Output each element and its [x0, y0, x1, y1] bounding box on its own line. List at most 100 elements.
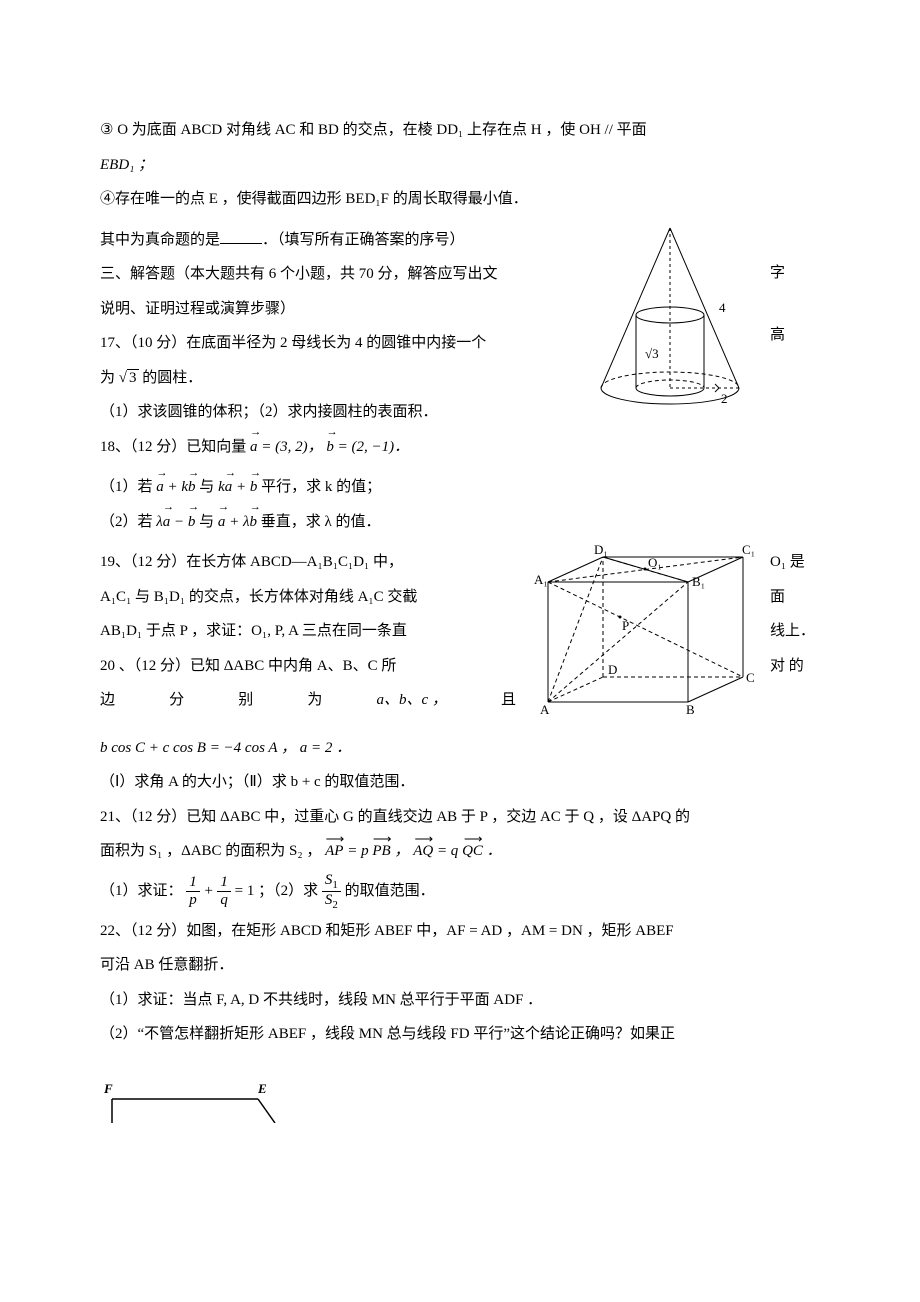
- q19-l3: AB₁D₁ 于点 P ，求证：O₁, P, A 三点在同一条直: [100, 617, 516, 646]
- cuboid-block: 19、（12 分）在长方体 ABCD—A₁B₁C₁D₁ 中， A₁C₁ 与 B₁…: [100, 542, 820, 728]
- q17-line2-post: 的圆柱．: [142, 370, 202, 386]
- lbl-B1: B₁: [692, 574, 705, 589]
- q20-l2e: a、b、c ，: [376, 686, 446, 715]
- cone-svg: 4 √3 2: [583, 220, 758, 415]
- q18-eq1: = (3, 2)，: [258, 439, 323, 455]
- vec-AQ: AQ: [413, 837, 433, 866]
- section-3-cont: 说明、证明过程或演算步骤）: [100, 295, 571, 324]
- true-prop-suffix: ．（填写所有正确答案的序号）: [262, 232, 465, 248]
- sqrt-3: √3: [119, 369, 139, 386]
- q18-sub1: （1）若 a + kb 与 ka + b 平行，求 k 的值；: [100, 473, 820, 502]
- q18-2-mid: 垂直，求 λ 的值．: [257, 514, 381, 530]
- q19-l2-tail: 面: [770, 583, 820, 612]
- q19-l1-tail: O₁ 是: [770, 548, 820, 577]
- cone-text-col: 其中为真命题的是 ．（填写所有正确答案的序号） 三、解答题（本大题共有 6 个小题…: [100, 220, 571, 468]
- q20-l2d: 为: [307, 686, 322, 715]
- statement-3: ③ O 为底面 ABCD 对角线 AC 和 BD 的交点，在棱 DD₁ 上存在点…: [100, 116, 820, 145]
- vec-a-3: a: [163, 508, 171, 537]
- vec-AP: AP: [325, 837, 343, 866]
- section-3-tail: 字: [770, 259, 820, 288]
- lbl-C: C: [746, 670, 755, 685]
- tail-spacer-2: [770, 293, 820, 315]
- q21-sub-pre: （1）求证：: [100, 883, 183, 899]
- vec-a-2: a: [225, 473, 233, 502]
- q18-sub2: （2）若 λa − b 与 a + λb 垂直，求 λ 的值．: [100, 508, 820, 537]
- sqrt-3-radicand: 3: [127, 369, 139, 386]
- q20-l1: 20 、（12 分）已知 ΔABC 中内角 A、B、C 所: [100, 652, 516, 681]
- q22-l1: 22、（12 分）如图，在矩形 ABCD 和矩形 ABEF 中，AF = AD …: [100, 917, 820, 946]
- fill-in-blank[interactable]: [220, 228, 262, 244]
- q18-eq2: = (2, −1)．: [334, 439, 409, 455]
- fig22-F: F: [103, 1081, 113, 1096]
- q20-l2f: 且: [501, 686, 516, 715]
- frac-1-q: 1q: [217, 874, 231, 908]
- q20-l1-tail: 对 的: [770, 652, 820, 681]
- statement-4-text: ④存在唯一的点 E ，使得截面四边形 BED₁F 的周长取得最小值．: [100, 191, 528, 207]
- vec-b-4: b: [250, 508, 258, 537]
- statement-4: ④存在唯一的点 E ，使得截面四边形 BED₁F 的周长取得最小值．: [100, 185, 820, 214]
- q17-sub: （1）求该圆锥的体积；（2）求内接圆柱的表面积．: [100, 398, 571, 427]
- fig22-E: E: [257, 1081, 267, 1096]
- q19-l2: A₁C₁ 与 B₁D₁ 的交点，长方体体对角线 A₁C 交截: [100, 583, 516, 612]
- q17-tail: 高: [770, 321, 820, 350]
- q22-s1: （1）求证：当点 F, A, D 不共线时，线段 MN 总平行于平面 ADF ．: [100, 986, 820, 1015]
- q20-sub: （Ⅰ）求角 A 的大小；（Ⅱ）求 b + c 的取值范围．: [100, 768, 820, 797]
- vector-b: b: [326, 433, 334, 462]
- q22-l2: 可沿 AB 任意翻折．: [100, 951, 820, 980]
- q20-l2b: 分: [169, 686, 184, 715]
- lbl-A1: A₁: [534, 572, 548, 587]
- cone-height-label: √3: [645, 346, 659, 361]
- vec-b-3: b: [188, 508, 196, 537]
- cuboid-text-col: 19、（12 分）在长方体 ABCD—A₁B₁C₁D₁ 中， A₁C₁ 与 B₁…: [100, 542, 516, 721]
- q17-line2: 为 √3 的圆柱．: [100, 364, 571, 393]
- true-proposition-line: 其中为真命题的是 ．（填写所有正确答案的序号）: [100, 226, 571, 255]
- statement-3-line2-wrap: EBD₁ ；: [100, 151, 820, 180]
- q19-l3-tail: 线上．: [770, 617, 820, 646]
- q21-sub-post: 的取值范围．: [345, 883, 435, 899]
- lbl-P: P: [622, 618, 629, 633]
- q20-l3: b cos C + c cos B = −4 cos A ， a = 2 ．: [100, 734, 820, 763]
- cone-tail-col: 字 高: [770, 220, 820, 356]
- true-prop-prefix: 其中为真命题的是: [100, 232, 220, 248]
- q18-1-mid: 平行，求 k 的值；: [257, 479, 381, 495]
- lbl-O1: O₁: [648, 555, 662, 570]
- q17-line2-pre: 为: [100, 370, 115, 386]
- vec-PB: PB: [372, 837, 390, 866]
- q19-l1: 19、（12 分）在长方体 ABCD—A₁B₁C₁D₁ 中，: [100, 548, 516, 577]
- fig22: F E: [100, 1079, 820, 1134]
- q18-line1: 18、（12 分）已知向量 a = (3, 2)， b = (2, −1)．: [100, 433, 571, 462]
- lbl-C1: C₁: [742, 542, 755, 557]
- cuboid-figure: A B C D A₁ B₁ C₁ D₁ O₁ P: [528, 542, 758, 728]
- cuboid-tail-col: O₁ 是 面 线上． 对 的: [770, 542, 820, 686]
- q18-2-pre: （2）若: [100, 514, 156, 530]
- q21-sub-mid: = 1 ；（2）求: [235, 883, 322, 899]
- lbl-D1: D₁: [594, 542, 608, 557]
- q18-prefix: 18、（12 分）已知向量: [100, 439, 250, 455]
- q20-l2: 边 分 别 为 a、b、c ， 且: [100, 686, 516, 715]
- cone-slant-label: 4: [719, 300, 726, 315]
- vec-QC: QC: [462, 837, 483, 866]
- tail-spacer-1: [770, 226, 820, 253]
- q20-l2a: 边: [100, 686, 115, 715]
- fig22-svg: F E: [100, 1079, 280, 1123]
- q21-l1: 21、（12 分）已知 ΔABC 中，过重心 G 的直线交边 AB 于 P ，交…: [100, 803, 820, 832]
- section-3-heading: 三、解答题（本大题共有 6 个小题，共 70 分，解答应写出文: [100, 260, 571, 289]
- cone-radius-label: 2: [721, 391, 728, 406]
- q17-line1: 17、（10 分）在底面半径为 2 母线长为 4 的圆锥中内接一个: [100, 329, 571, 358]
- lbl-A: A: [540, 702, 550, 717]
- lbl-B: B: [686, 702, 695, 717]
- statement-3-line1: ③ O 为底面 ABCD 对角线 AC 和 BD 的交点，在棱 DD₁ 上存在点…: [100, 122, 647, 138]
- q21-l2-pre: 面积为 S₁ ，ΔABC 的面积为 S₂ ，: [100, 843, 321, 859]
- vec-a-4: a: [218, 508, 226, 537]
- statement-3-line2: EBD₁ ；: [100, 157, 153, 173]
- q22-s2: （2）“不管怎样翻折矩形 ABEF ，线段 MN 总与线段 FD 平行”这个结论…: [100, 1020, 820, 1049]
- vector-a: a: [250, 433, 258, 462]
- q20-l2c: 别: [238, 686, 253, 715]
- lbl-D: D: [608, 662, 617, 677]
- frac-S1-S2: S1S2: [322, 872, 341, 911]
- q18-1-pre: （1）若: [100, 479, 156, 495]
- q21-sub: （1）求证： 1p + 1q = 1 ；（2）求 S1S2 的取值范围．: [100, 872, 820, 911]
- q21-l2: 面积为 S₁ ，ΔABC 的面积为 S₂ ， AP = p PB ， AQ = …: [100, 837, 820, 866]
- cone-figure: 4 √3 2: [583, 220, 758, 426]
- frac-1-p: 1p: [186, 874, 200, 908]
